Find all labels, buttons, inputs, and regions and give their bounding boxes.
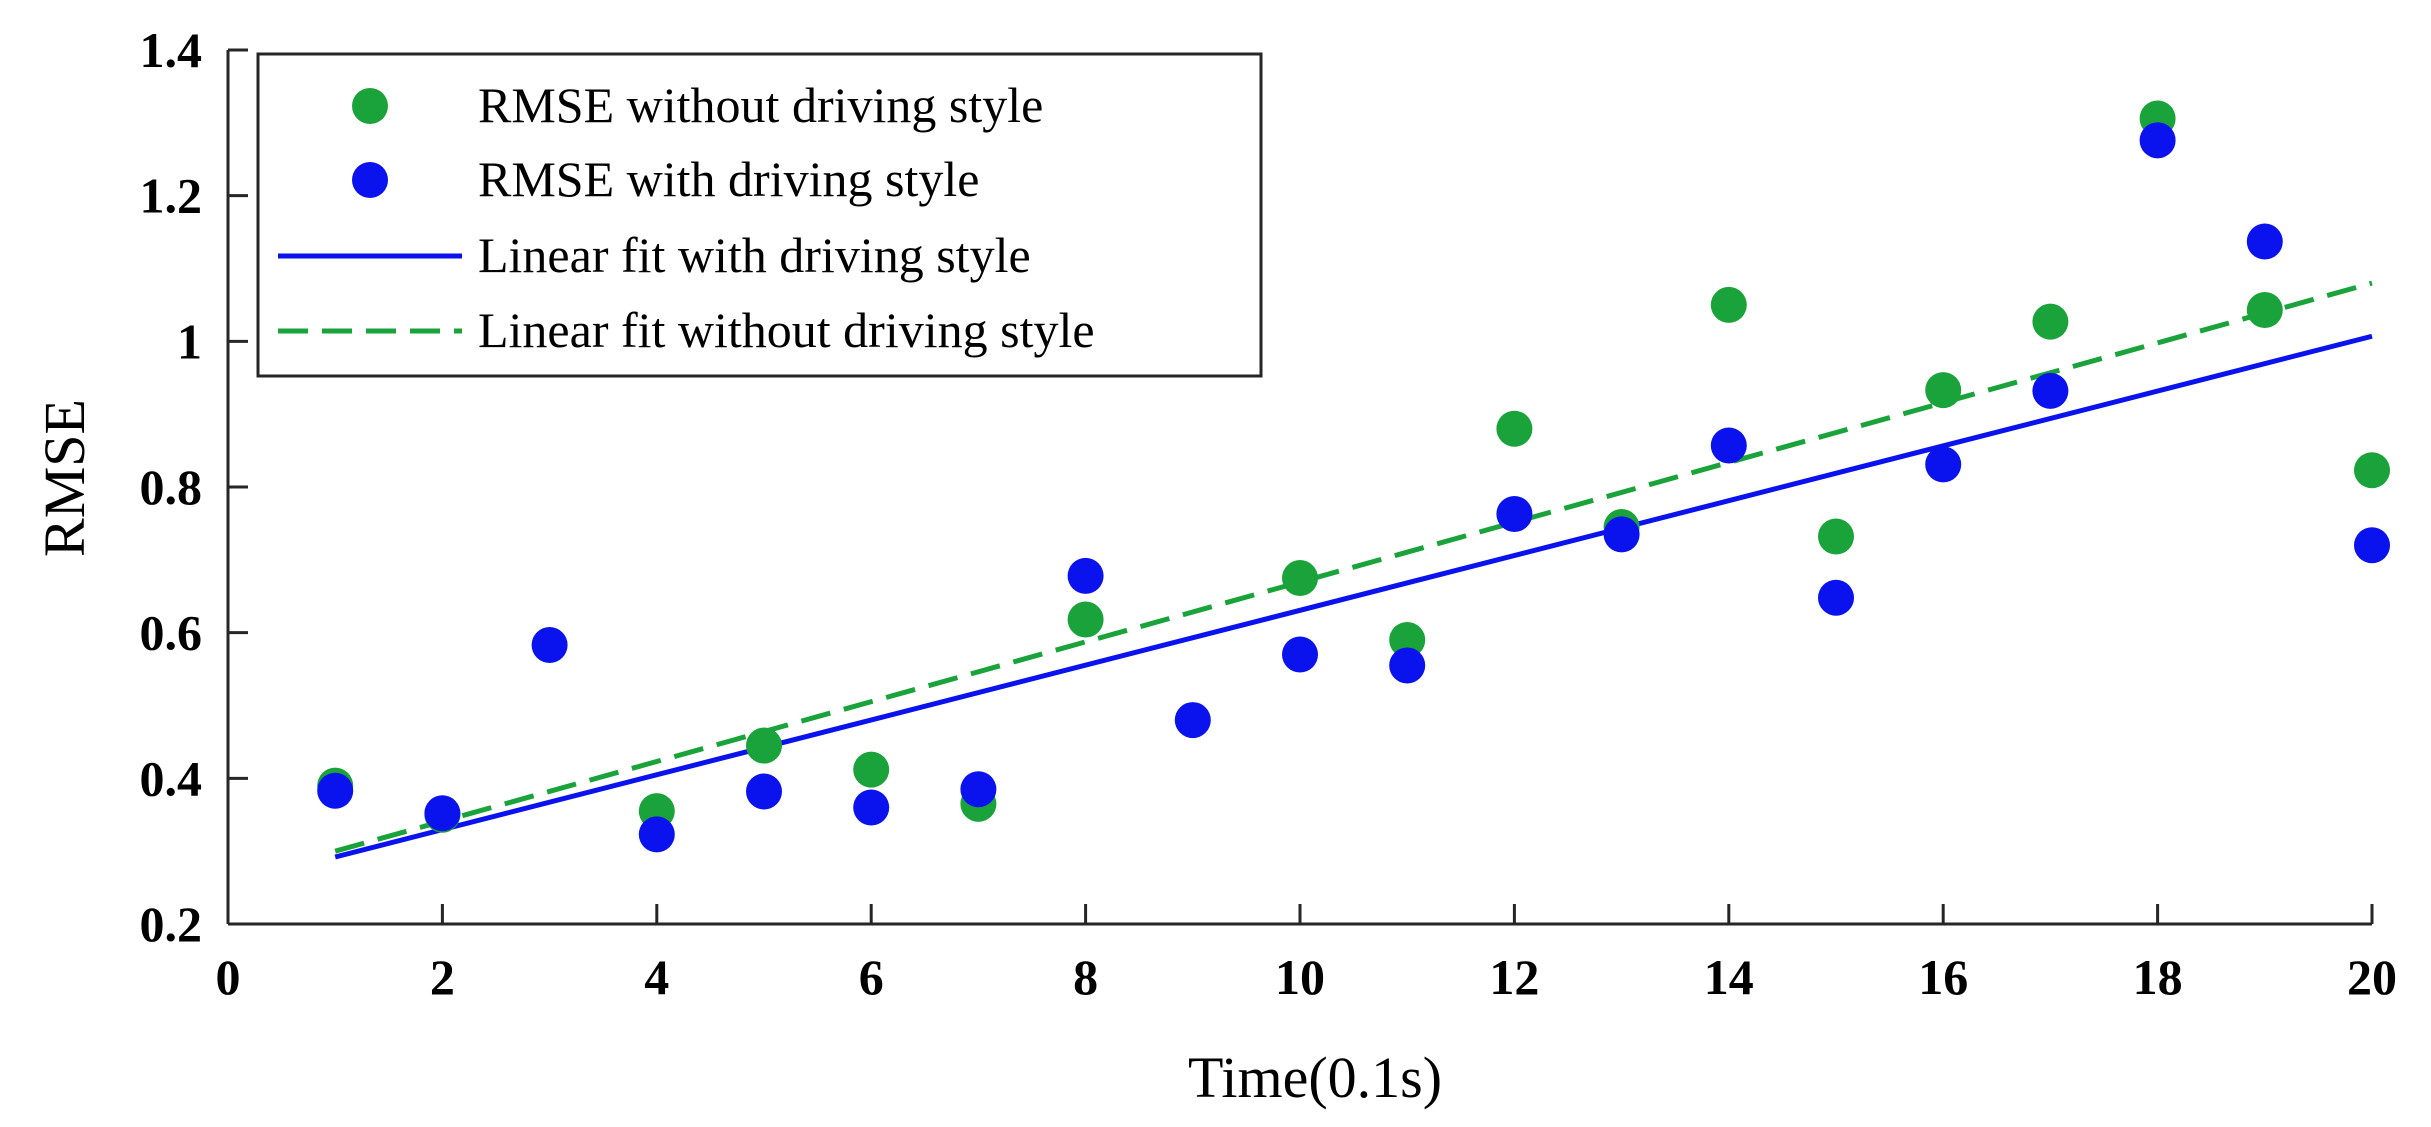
legend: RMSE without driving style RMSE with driv… [256,52,1263,378]
point-with-driving-style [1067,557,1104,594]
point-with-driving-style [1174,702,1211,739]
point-with-driving-style [2139,122,2176,159]
axes [226,48,2374,926]
x-tick-label: 4 [644,949,669,1005]
point-without-driving-style [1710,286,1747,323]
point-with-driving-style [531,627,568,664]
data-points [317,100,2390,853]
point-without-driving-style [853,751,890,788]
x-tick-label: 0 [216,949,241,1005]
x-tick-label: 18 [2133,949,2183,1005]
x-tick-label: 6 [859,949,884,1005]
y-tick-label: 0.8 [140,459,203,515]
fit-line-without-driving-style [334,280,2373,854]
point-with-driving-style [1282,636,1318,673]
point-with-driving-style [1496,495,1533,532]
point-with-driving-style [317,772,354,809]
point-with-driving-style [1603,516,1640,553]
legend-entry-with-driving-style: RMSE with driving style [478,151,979,207]
y-tick-label: 1.4 [140,22,203,78]
point-with-driving-style [746,773,782,810]
fit-line-with-driving-style [334,333,2373,860]
y-axis-label: RMSE [32,399,97,557]
point-without-driving-style [1496,410,1533,447]
point-without-driving-style [2354,452,2390,489]
point-with-driving-style [1389,647,1426,684]
y-tick-label: 0.4 [140,750,203,806]
point-without-driving-style [746,727,782,764]
fit-lines [334,280,2373,860]
x-tick-label: 10 [1275,949,1325,1005]
point-without-driving-style [1067,601,1104,638]
x-tick-label: 8 [1073,949,1098,1005]
x-tick-label: 16 [1918,949,1968,1005]
point-with-driving-style [2032,372,2069,409]
point-with-driving-style [638,816,675,853]
y-tick-label: 0.2 [140,896,203,952]
y-tick-label: 1 [177,313,202,369]
tick-labels: 0 2 4 6 8 10 12 14 16 18 20 0.2 0.4 0.6 0.8 1 1.2 1.4 [140,22,2398,1005]
legend-entry-fit-without: Linear fit without driving style [478,302,1095,358]
point-without-driving-style [1282,560,1318,597]
point-with-driving-style [960,771,997,808]
point-without-driving-style [1925,372,1962,409]
x-tick-label: 12 [1489,949,1539,1005]
x-axis-label: Time(0.1s) [1188,1045,1442,1110]
x-tick-label: 2 [430,949,455,1005]
y-tick-label: 1.2 [140,168,203,224]
point-with-driving-style [853,789,890,826]
y-tick-label: 0.6 [140,605,203,661]
legend-marker [352,88,388,124]
x-tick-label: 14 [1704,949,1754,1005]
point-with-driving-style [2354,527,2390,564]
point-with-driving-style [1710,427,1747,464]
x-tick-label: 20 [2347,949,2397,1005]
point-without-driving-style [1389,621,1426,658]
legend-entry-without-driving-style: RMSE without driving style [478,77,1043,133]
legend-entry-fit-with: Linear fit with driving style [478,227,1031,283]
point-without-driving-style [2032,303,2069,340]
point-with-driving-style [1818,579,1854,616]
point-without-driving-style [2246,292,2283,329]
point-with-driving-style [1925,446,1962,483]
point-with-driving-style [2246,223,2283,260]
legend-marker [352,162,388,198]
point-with-driving-style [424,795,461,832]
legend-box [256,52,1263,378]
point-without-driving-style [1818,518,1854,555]
